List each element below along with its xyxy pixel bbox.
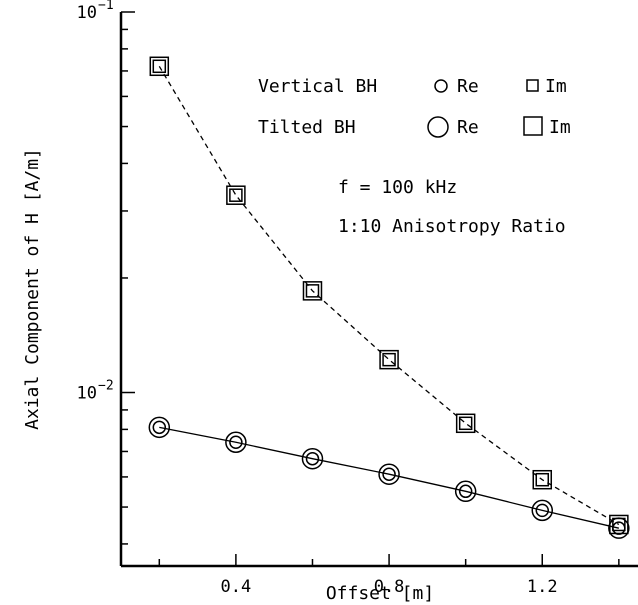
legend-row2-re-label: Re — [457, 117, 479, 138]
data-point — [379, 349, 399, 370]
data-point — [455, 413, 476, 434]
legend-row2-re-marker — [427, 116, 449, 138]
legend: Vertical BH Re Im Tilted BH Re Im — [258, 76, 571, 138]
x-tick-label: 1.2 — [527, 577, 558, 597]
legend-row1-im-label: Im — [545, 76, 567, 97]
legend-row2-im-marker — [523, 116, 543, 136]
y-tick-label: 10 — [77, 384, 97, 404]
data-point — [609, 514, 629, 535]
ticks: 0.4 0.8 1.210−110−2 — [77, 0, 620, 597]
data-point — [535, 503, 550, 518]
legend-row1-re-label: Re — [457, 76, 479, 97]
data-point — [301, 447, 324, 470]
data-point — [225, 431, 247, 454]
y-tick-label: 10 — [77, 3, 97, 23]
data-point — [152, 420, 167, 435]
data-point — [382, 467, 396, 481]
data-point — [229, 188, 243, 202]
data-point — [305, 451, 320, 466]
x-tick-label: 0.4 — [221, 577, 252, 597]
data-point — [378, 463, 400, 485]
annotation-frequency: f = 100 kHz — [338, 177, 457, 198]
data-point — [302, 281, 323, 301]
series-line — [159, 426, 619, 529]
annotation-anisotropy: 1:10 Anisotropy Ratio — [338, 216, 566, 237]
y-tick-exponent: −2 — [98, 379, 114, 394]
data-point — [229, 435, 243, 450]
data-point — [148, 416, 171, 439]
x-axis-title: Offset [m] — [326, 583, 434, 604]
legend-row1-label: Vertical BH — [258, 76, 377, 97]
data-point — [458, 416, 473, 431]
plot-area — [148, 56, 630, 539]
y-axis-title: Axial Component of H [A/m] — [22, 148, 43, 430]
y-tick-exponent: −1 — [98, 0, 114, 13]
axes — [119, 12, 638, 568]
data-point — [535, 472, 550, 487]
data-point — [532, 469, 553, 490]
legend-row2-label: Tilted BH — [258, 117, 356, 138]
legend-row1-im-marker — [526, 79, 539, 92]
data-point — [458, 484, 473, 499]
legend-row2-im-label: Im — [549, 117, 571, 138]
data-point — [612, 517, 626, 532]
data-point — [382, 352, 396, 367]
data-point — [149, 56, 170, 77]
series-line — [158, 65, 620, 526]
data-point — [305, 284, 320, 298]
data-point — [454, 480, 477, 503]
data-point — [226, 185, 246, 205]
x-tick-label: 0.8 — [374, 577, 405, 597]
legend-row1-re-marker — [434, 79, 448, 93]
data-point — [152, 59, 167, 74]
data-point — [531, 499, 554, 522]
